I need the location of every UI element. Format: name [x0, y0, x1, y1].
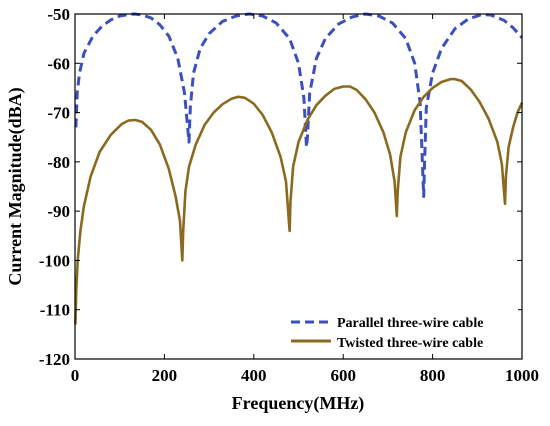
y-tick-label: -120	[39, 350, 70, 369]
legend-label-twisted: Twisted three-wire cable	[337, 336, 483, 351]
x-axis-label: Frequency(MHz)	[232, 393, 365, 414]
y-tick-label: -80	[47, 153, 70, 172]
y-tick-label: -110	[40, 301, 70, 320]
y-tick-label: -100	[39, 251, 70, 270]
y-tick-label: -50	[47, 5, 70, 24]
y-tick-label: -60	[47, 54, 70, 73]
x-tick-label: 200	[152, 366, 178, 385]
x-tick-label: 0	[71, 366, 80, 385]
legend-box	[284, 306, 518, 354]
tick-layer: 0 200 400 600 800 1000 -50 -60 -70 -80 -90 -100 -110…	[39, 5, 539, 385]
x-tick-label: 400	[241, 366, 267, 385]
y-axis-label: Current Magnitude(dBA)	[5, 87, 26, 285]
y-tick-label: -90	[47, 202, 70, 221]
series-twisted	[74, 77, 524, 325]
legend-label-parallel: Parallel three-wire cable	[337, 316, 483, 331]
x-tick-label: 600	[330, 366, 356, 385]
legend: Parallel three-wire cable Twisted three-…	[284, 306, 518, 354]
x-tick-label: 800	[420, 366, 446, 385]
x-tick-label: 1000	[505, 366, 539, 385]
axes-frame	[74, 13, 523, 360]
y-tick-label: -70	[47, 104, 70, 123]
